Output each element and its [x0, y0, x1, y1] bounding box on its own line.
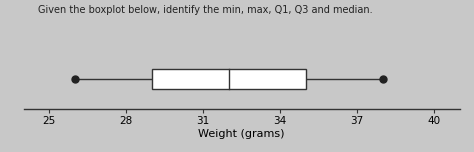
FancyBboxPatch shape	[152, 69, 306, 90]
Text: Given the boxplot below, identify the min, max, Q1, Q3 and median.: Given the boxplot below, identify the mi…	[38, 5, 373, 15]
X-axis label: Weight (grams): Weight (grams)	[199, 129, 285, 139]
